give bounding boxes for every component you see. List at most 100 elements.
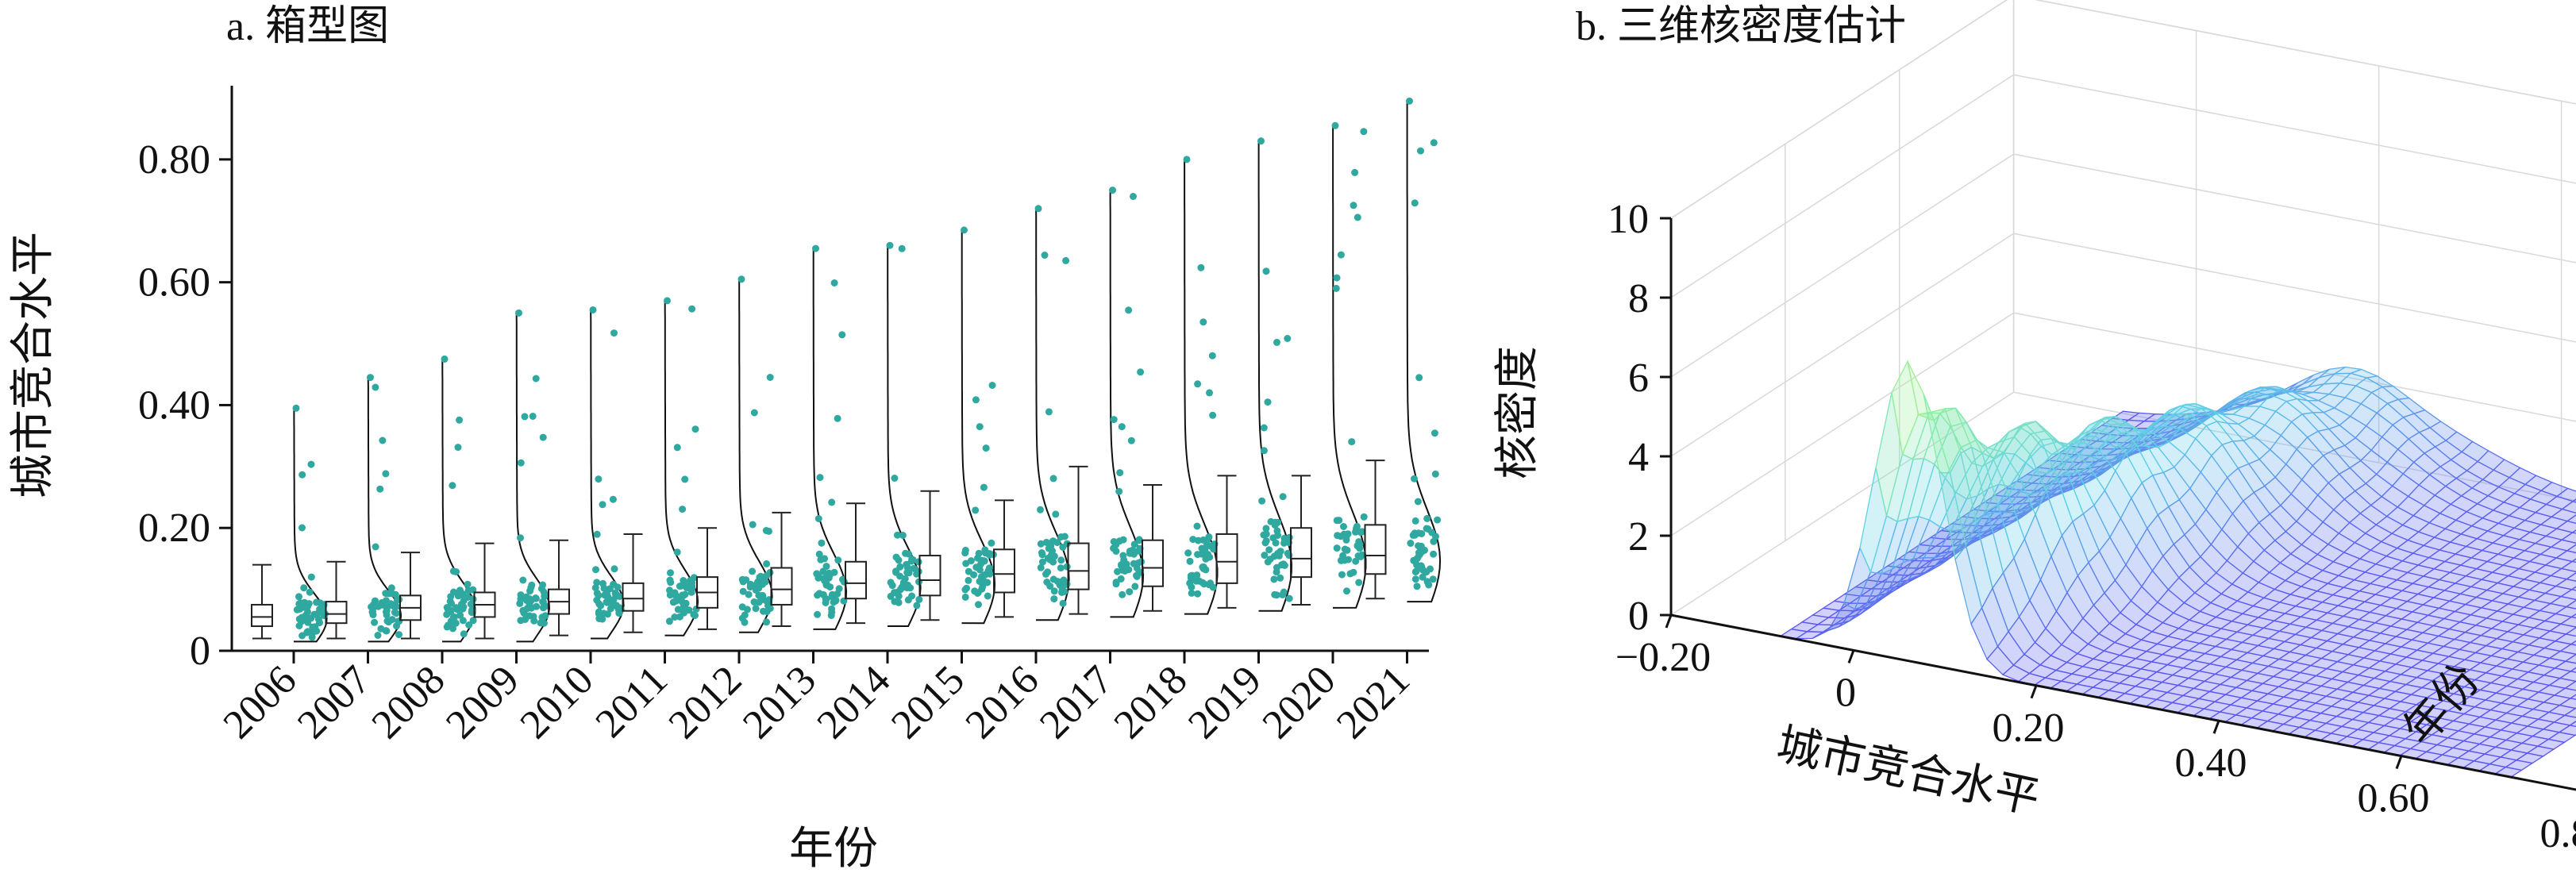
year-group <box>622 297 700 636</box>
data-point <box>1285 594 1293 602</box>
data-point <box>300 584 308 592</box>
data-point <box>516 599 524 607</box>
data-point <box>1045 408 1053 416</box>
data-point <box>1350 568 1357 576</box>
data-point <box>985 564 993 572</box>
year-group <box>770 244 848 630</box>
data-point <box>599 501 606 509</box>
data-point <box>1260 531 1268 539</box>
data-point <box>1343 531 1350 539</box>
data-point <box>1137 368 1145 376</box>
data-point <box>374 632 382 639</box>
data-point <box>665 617 673 625</box>
data-point <box>1209 541 1217 549</box>
data-point <box>306 588 314 596</box>
data-point <box>1352 528 1359 536</box>
data-point <box>762 527 770 534</box>
data-point <box>763 560 771 567</box>
data-point <box>1418 530 1426 537</box>
data-point <box>1270 575 1278 583</box>
data-point <box>465 621 473 629</box>
data-point <box>517 591 525 599</box>
data-point <box>686 577 694 585</box>
data-point <box>887 579 895 586</box>
data-point <box>752 605 760 613</box>
data-point <box>673 444 681 452</box>
data-point <box>449 567 457 575</box>
data-point <box>678 598 686 606</box>
data-point <box>972 396 980 404</box>
data-point <box>1204 551 1211 558</box>
x-tick-label: 2006 <box>215 657 306 748</box>
data-point <box>539 598 547 606</box>
x-tick-3d <box>2030 685 2038 699</box>
data-point <box>460 630 468 638</box>
surface-cell <box>2565 572 2576 582</box>
data-point <box>527 604 535 612</box>
data-point <box>899 579 907 586</box>
data-point <box>976 423 984 431</box>
data-point <box>676 613 683 621</box>
data-point <box>390 602 398 610</box>
data-point <box>985 551 993 559</box>
data-point <box>1187 575 1195 582</box>
data-point <box>1343 546 1351 554</box>
violin-outline <box>1035 207 1070 621</box>
data-point <box>1343 587 1350 595</box>
box <box>1067 542 1090 590</box>
data-point <box>1184 549 1192 557</box>
data-point <box>464 580 472 588</box>
data-point <box>1423 525 1430 533</box>
data-point <box>1414 498 1422 506</box>
data-point <box>311 623 319 631</box>
data-point <box>469 595 477 603</box>
data-point <box>1333 517 1341 525</box>
surface-cell <box>2565 599 2576 610</box>
data-point <box>1050 587 1058 595</box>
box <box>770 567 793 606</box>
grid-border <box>1670 0 2576 219</box>
data-point <box>1188 589 1196 597</box>
data-point <box>894 531 901 539</box>
data-point <box>1273 563 1280 571</box>
data-point <box>377 625 385 633</box>
data-point <box>1417 147 1424 155</box>
data-point <box>674 606 682 613</box>
data-point <box>1423 514 1431 522</box>
x-tick-label-3d: 0.40 <box>2175 740 2247 786</box>
data-point <box>749 567 757 575</box>
x-tick-3d <box>1847 649 1855 663</box>
data-point <box>666 586 673 594</box>
data-point <box>1203 541 1211 548</box>
data-point <box>526 587 534 595</box>
data-point <box>298 617 306 625</box>
z-tick-label: 4 <box>1628 435 1649 480</box>
x-axis-label: 年份 <box>789 825 878 873</box>
data-point <box>1284 549 1292 557</box>
data-point <box>962 560 970 567</box>
data-point <box>1262 525 1270 533</box>
data-point <box>673 548 681 556</box>
data-point <box>382 470 390 478</box>
data-point <box>1348 438 1356 446</box>
data-point-max <box>1183 156 1191 163</box>
data-point <box>691 425 699 433</box>
data-point <box>615 604 623 612</box>
box <box>251 603 273 628</box>
data-point <box>1431 470 1439 478</box>
data-point <box>604 610 611 618</box>
data-point <box>449 482 456 490</box>
x-tick-label: 2014 <box>809 657 899 748</box>
x-tick-label: 2010 <box>512 657 603 748</box>
grid-line <box>1670 74 2015 298</box>
data-point <box>1199 564 1207 572</box>
data-point <box>443 623 451 631</box>
data-point <box>688 305 696 313</box>
panel-a-title: a. 箱型图 <box>226 4 389 49</box>
data-point <box>1127 436 1135 444</box>
data-point <box>450 588 457 596</box>
data-point <box>454 444 462 452</box>
data-point <box>593 530 601 538</box>
data-point <box>1430 429 1438 437</box>
data-point <box>1037 563 1045 571</box>
